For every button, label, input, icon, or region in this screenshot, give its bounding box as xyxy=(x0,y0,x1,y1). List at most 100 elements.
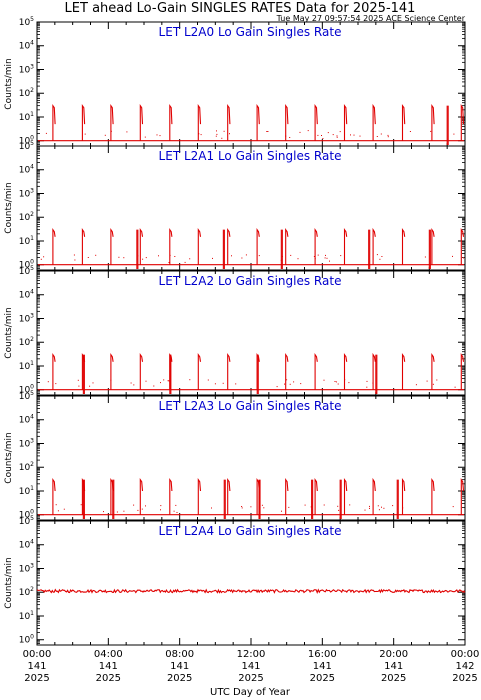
y-tick-label-base: 10 xyxy=(19,392,31,402)
y-tick-label: 102 xyxy=(19,461,34,473)
y-tick-label: 105 xyxy=(19,140,34,152)
y-tick-label-base: 10 xyxy=(19,261,31,271)
panel-title: LET L2A4 Lo Gain Singles Rate xyxy=(159,524,342,538)
y-tick-label-exp: 5 xyxy=(30,16,34,23)
y-axis-label: Counts/min xyxy=(4,182,14,233)
series-spike xyxy=(169,103,173,141)
y-tick-label: 100 xyxy=(19,135,34,147)
y-tick-label-base: 10 xyxy=(19,564,31,574)
series-spike xyxy=(110,352,114,390)
series-point xyxy=(379,258,381,260)
series-spike xyxy=(81,103,86,141)
series-point xyxy=(158,255,159,257)
y-tick-label: 103 xyxy=(19,562,34,574)
y-tick-label-base: 10 xyxy=(19,18,31,28)
series-point xyxy=(327,132,329,134)
series-point xyxy=(436,379,438,381)
series-point xyxy=(142,258,144,260)
panel-title: LET L2A0 Lo Gain Singles Rate xyxy=(159,25,342,39)
series-point xyxy=(324,257,326,259)
series-point xyxy=(231,255,232,257)
series-point xyxy=(84,133,86,135)
y-tick-label-base: 10 xyxy=(19,142,31,152)
series-point xyxy=(285,135,287,137)
y-tick-label-exp: 1 xyxy=(30,485,34,492)
series-point xyxy=(369,507,370,509)
series-spike xyxy=(314,477,318,515)
y-tick-label-exp: 0 xyxy=(30,509,34,516)
series-point xyxy=(169,254,171,256)
series-point xyxy=(245,254,247,256)
series-point xyxy=(317,254,319,256)
series-point xyxy=(167,380,169,382)
y-tick-label-base: 10 xyxy=(19,237,31,247)
series-point xyxy=(340,255,342,257)
series-point xyxy=(173,510,175,512)
series-point xyxy=(216,130,217,132)
series-spike xyxy=(460,103,465,141)
series-point xyxy=(376,136,378,137)
series-point xyxy=(223,130,225,132)
series-spike xyxy=(256,103,260,141)
series-point xyxy=(57,510,59,512)
y-tick-label-exp: 1 xyxy=(30,360,34,367)
series-point xyxy=(281,256,283,257)
series-spike xyxy=(256,227,260,265)
x-tick-label-time: 00:00 xyxy=(23,649,52,660)
series-spike xyxy=(372,477,376,515)
y-tick-label: 102 xyxy=(19,586,34,598)
y-tick-label-exp: 4 xyxy=(30,414,34,421)
x-tick-label-time: 16:00 xyxy=(308,649,337,660)
y-tick-label: 103 xyxy=(19,437,34,449)
series-point xyxy=(337,383,339,385)
x-tick-label-time: 04:00 xyxy=(94,649,123,660)
series-point xyxy=(310,506,312,508)
x-tick-label-day: 141 xyxy=(99,661,118,672)
series-point xyxy=(409,131,411,132)
series-point xyxy=(110,130,112,132)
y-tick-label: 101 xyxy=(19,235,34,247)
y-tick-label-exp: 2 xyxy=(30,461,34,468)
series-point xyxy=(381,506,382,508)
series-point xyxy=(323,379,325,381)
series-point xyxy=(369,505,370,507)
series-point xyxy=(335,381,337,383)
y-tick-label-exp: 5 xyxy=(30,390,34,397)
series-point xyxy=(432,383,434,385)
series-spike xyxy=(52,477,56,515)
x-tick-label-time: 12:00 xyxy=(237,649,266,660)
series-point xyxy=(175,504,177,506)
y-tick-label: 101 xyxy=(19,360,34,372)
y-tick-label-base: 10 xyxy=(19,113,31,123)
series-point xyxy=(184,261,186,263)
y-tick-label-base: 10 xyxy=(19,487,31,497)
series-point xyxy=(426,380,428,382)
series-point xyxy=(216,133,218,135)
series-point xyxy=(116,511,118,513)
y-tick-label: 105 xyxy=(19,390,34,402)
series-spike xyxy=(139,103,144,141)
series-point xyxy=(366,380,368,382)
series-point xyxy=(207,379,209,381)
series-point xyxy=(55,383,57,385)
series-point xyxy=(141,508,143,510)
x-tick-label-day: 141 xyxy=(384,661,403,672)
series-point xyxy=(326,257,328,259)
series-point xyxy=(145,380,147,382)
y-tick-label-base: 10 xyxy=(19,517,31,527)
series-spike xyxy=(285,103,289,141)
x-tick-label-year: 2025 xyxy=(452,673,477,684)
series-spike xyxy=(139,352,144,390)
series-point xyxy=(87,257,89,258)
y-tick-label: 105 xyxy=(19,16,34,28)
y-tick-label-exp: 0 xyxy=(30,259,34,266)
series-spike xyxy=(431,103,435,141)
x-tick-label-day: 141 xyxy=(27,661,46,672)
x-tick-label-time: 00:00 xyxy=(451,649,480,660)
y-tick-label-base: 10 xyxy=(19,439,31,449)
series-point xyxy=(250,506,252,508)
series-point xyxy=(424,256,426,258)
series-point xyxy=(123,257,125,259)
